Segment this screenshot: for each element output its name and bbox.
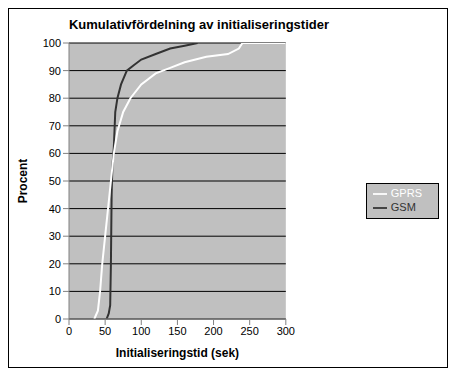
svg-text:60: 60	[49, 147, 61, 159]
svg-text:300: 300	[277, 325, 295, 337]
svg-text:150: 150	[168, 325, 186, 337]
svg-text:0: 0	[55, 313, 61, 325]
html-text:GPRS: GPRS	[390, 186, 422, 199]
svg-text:0: 0	[66, 325, 72, 337]
svg-text:20: 20	[49, 258, 61, 270]
svg-text:100: 100	[43, 37, 61, 49]
svg-text:30: 30	[49, 230, 61, 242]
svg-text:70: 70	[49, 120, 61, 132]
svg-text:50: 50	[49, 175, 61, 187]
svg-text:50: 50	[99, 325, 111, 337]
svg-text:10: 10	[49, 285, 61, 297]
svg-text:200: 200	[204, 325, 222, 337]
svg-text:Initialiseringstid (sek): Initialiseringstid (sek)	[116, 346, 239, 360]
svg-text:80: 80	[49, 92, 61, 104]
svg-text:90: 90	[49, 65, 61, 77]
svg-text:100: 100	[132, 325, 150, 337]
svg-text:Procent: Procent	[16, 159, 30, 204]
svg-text:40: 40	[49, 203, 61, 215]
html-text:Kumulativfördelning av initial: Kumulativfördelning av initialiseringsti…	[69, 17, 329, 32]
html-text:GSM: GSM	[390, 201, 416, 213]
svg-text:250: 250	[240, 325, 258, 337]
